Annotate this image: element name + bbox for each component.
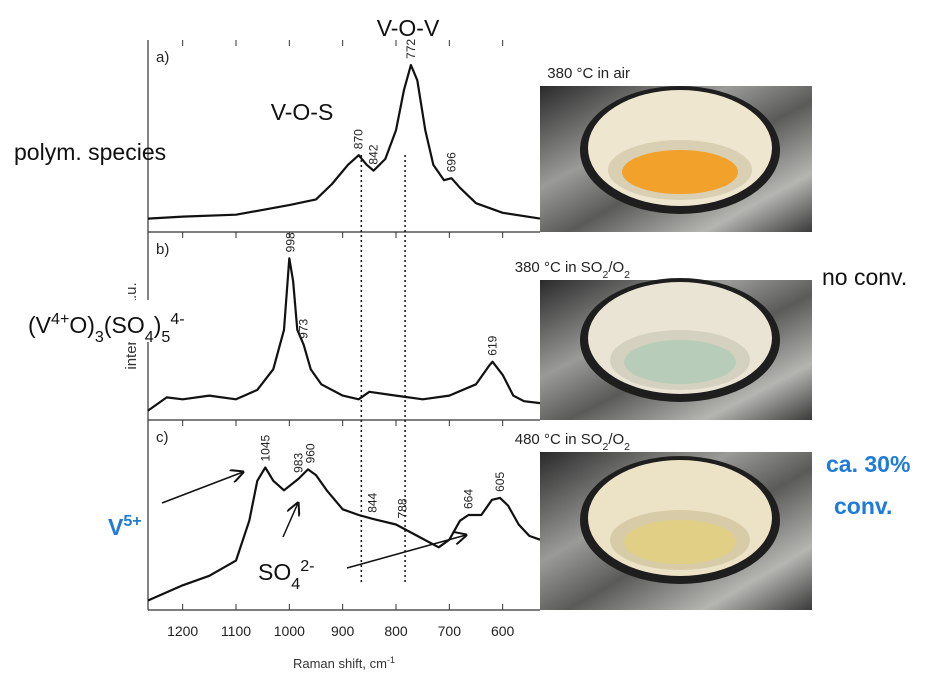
text-part: 4 [291, 575, 300, 593]
peak-label: 788 [395, 498, 409, 518]
annotation: V-O-V [377, 15, 440, 41]
peak-label: 842 [367, 144, 381, 164]
text-part: 5 [161, 328, 170, 346]
peak-label: 772 [404, 39, 418, 59]
annotation: conv. [834, 493, 892, 519]
annotation: polym. species [14, 139, 166, 165]
photo-c [540, 452, 812, 610]
text-part: 5+ [123, 512, 141, 530]
x-tick-label: 900 [331, 623, 355, 639]
annotation: ca. 30% [826, 451, 910, 477]
photo-b [540, 278, 812, 420]
text-part: (SO [104, 312, 145, 338]
annotation: V-O-S [271, 99, 334, 125]
text-part: /O [608, 259, 624, 276]
peak-label: 619 [486, 335, 500, 355]
peak-label: 998 [283, 232, 297, 252]
peak-label: 696 [444, 152, 458, 172]
text-part: 380 °C in SO [515, 259, 603, 276]
text-part: 3 [95, 328, 104, 346]
text-part: SO [258, 559, 291, 585]
annotation: no conv. [822, 264, 907, 290]
peak-label: 844 [366, 492, 380, 512]
x-tick-label: 1000 [274, 623, 305, 639]
arrows [162, 472, 466, 568]
figure: V-O-V V-O-S polym. species no conv. ca. … [0, 0, 939, 677]
text-part: 2- [300, 557, 314, 575]
spectrum [148, 468, 540, 601]
text-part: ) [154, 312, 162, 338]
panel-label: b) [156, 241, 169, 258]
peak-label: 605 [493, 472, 507, 492]
text-part: 2 [624, 269, 630, 281]
text-part: /O [608, 431, 624, 448]
photo-a [540, 86, 812, 232]
spectrum [148, 65, 540, 219]
text-part: (V [28, 312, 52, 338]
text-part: 4 [145, 328, 154, 346]
x-tick-label: 800 [384, 623, 408, 639]
text-part: O) [69, 312, 95, 338]
panel-label: a) [156, 49, 169, 66]
text-part: 2 [624, 441, 630, 453]
text-part: -1 [387, 655, 395, 665]
text-part: 480 °C in SO [515, 431, 603, 448]
condition-label: 380 °C in air [547, 65, 630, 82]
text-part: Raman shift, cm [293, 656, 387, 671]
x-tick-label: 600 [491, 623, 515, 639]
x-tick-label: 1200 [167, 623, 198, 639]
panel-label: c) [156, 429, 169, 446]
peak-label: 960 [304, 443, 318, 463]
text-part: 380 °C in air [547, 65, 630, 82]
text-part: 4- [170, 310, 184, 328]
text-part: 4+ [51, 310, 69, 328]
peak-label: 870 [352, 129, 366, 149]
x-axis-label: Raman shift, cm-1 [293, 655, 395, 671]
x-tick-label: 700 [438, 623, 462, 639]
peak-label: 973 [297, 318, 311, 338]
text-part: V [108, 514, 124, 540]
annotation: SO42- [258, 557, 315, 593]
annotation: V5+ [108, 512, 142, 540]
x-tick-label: 1100 [221, 623, 251, 639]
peak-label: 664 [462, 489, 476, 509]
peak-label: 1045 [258, 434, 272, 461]
